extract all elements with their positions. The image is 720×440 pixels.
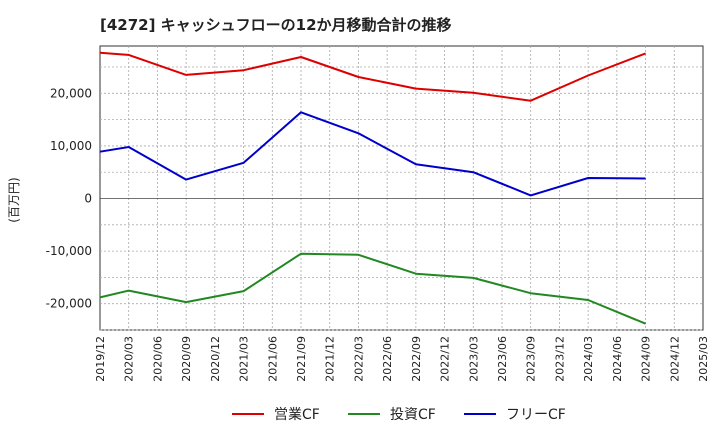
legend-swatch-operating [232,413,264,415]
legend-item-investing: 投資CF [348,404,436,424]
legend-swatch-free [464,413,496,415]
x-tick-label: 2025/03 [697,336,710,382]
y-axis-label: (百万円) [7,177,21,222]
chart-title: [4272] キャッシュフローの12か月移動合計の推移 [100,16,452,34]
x-tick-label: 2022/03 [352,336,365,382]
x-tick-label: 2020/12 [209,336,222,382]
x-tick-label: 2019/12 [94,336,107,382]
y-tick-label: -10,000 [46,244,92,258]
series-line-1 [99,252,646,325]
series-line-2 [99,111,646,197]
x-tick-label: 2023/12 [553,336,566,382]
y-tick-label: 0 [84,192,92,206]
x-tick-label: 2021/12 [324,336,337,382]
x-tick-label: 2024/09 [640,336,653,382]
series-line-0 [99,51,646,102]
x-tick-label: 2021/09 [295,336,308,382]
legend-label-operating: 営業CF [274,407,320,423]
legend: 営業CF 投資CF フリーCF [0,404,720,428]
x-tick-label: 2021/06 [266,336,279,382]
legend-swatch-investing [348,413,380,415]
x-tick-label: 2020/09 [180,336,193,382]
y-tick-label: 20,000 [50,86,92,100]
x-tick-label: 2023/03 [467,336,480,382]
plot-area [99,45,704,331]
x-tick-label: 2020/06 [151,336,164,382]
legend-label-free: フリーCF [506,407,566,423]
legend-item-operating: 営業CF [232,404,320,424]
x-tick-label: 2022/06 [381,336,394,382]
x-tick-label: 2022/09 [410,336,423,382]
x-tick-label: 2020/03 [123,336,136,382]
x-tick-label: 2024/03 [582,336,595,382]
x-tick-label: 2022/12 [439,336,452,382]
x-tick-label: 2023/09 [525,336,538,382]
x-tick-label: 2021/03 [238,336,251,382]
x-tick-label: 2024/12 [668,336,681,382]
x-tick-label: 2024/06 [611,336,624,382]
y-tick-label: 10,000 [50,139,92,153]
x-tick-label: 2023/06 [496,336,509,382]
y-tick-label: -20,000 [46,297,92,311]
legend-item-free: フリーCF [464,404,566,424]
legend-label-investing: 投資CF [390,407,436,423]
